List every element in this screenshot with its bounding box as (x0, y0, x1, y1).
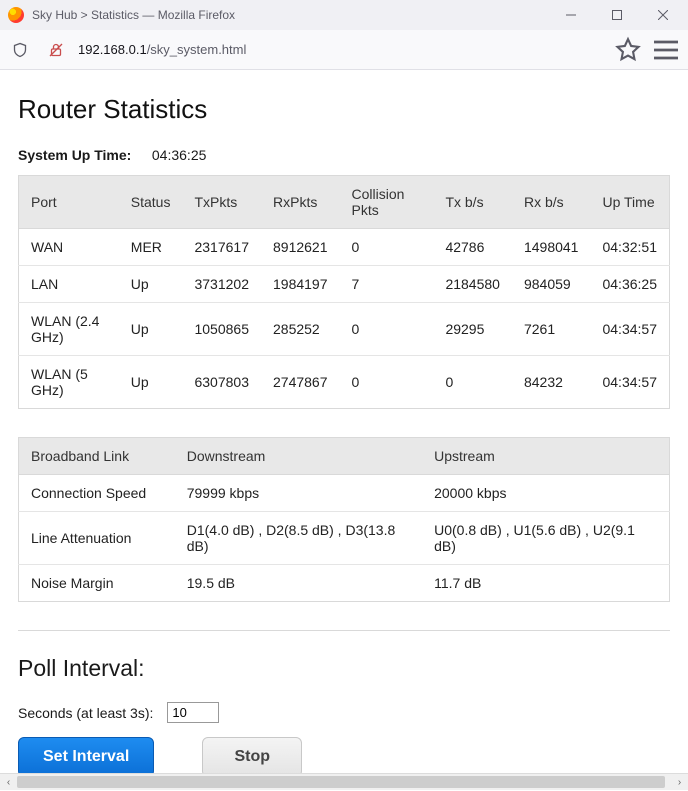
table-cell: Up (119, 266, 183, 303)
table-cell: Connection Speed (19, 475, 175, 512)
scroll-right-arrow[interactable]: › (671, 774, 688, 791)
scroll-thumb[interactable] (17, 776, 665, 788)
table-cell: Up (119, 303, 183, 356)
url-bar[interactable]: 192.168.0.1/sky_system.html (78, 34, 606, 66)
col-txpkts: TxPkts (182, 176, 261, 229)
table-cell: 11.7 dB (422, 565, 669, 602)
browser-toolbar: 192.168.0.1/sky_system.html (0, 30, 688, 70)
table-cell: Up (119, 356, 183, 409)
col-bblink: Broadband Link (19, 438, 175, 475)
table-row: WLAN (5 GHz)Up63078032747867008423204:34… (19, 356, 670, 409)
table-cell: 29295 (433, 303, 512, 356)
minimize-button[interactable] (548, 0, 594, 30)
lock-slash-icon[interactable] (42, 36, 70, 64)
divider (18, 630, 670, 631)
table-cell: Line Attenuation (19, 512, 175, 565)
table-row: Connection Speed79999 kbps20000 kbps (19, 475, 670, 512)
table-row: WLAN (2.4 GHz)Up105086528525202929572610… (19, 303, 670, 356)
table-cell: 7261 (512, 303, 591, 356)
scroll-track[interactable] (17, 774, 671, 790)
table-cell: 7 (340, 266, 434, 303)
page-title: Router Statistics (18, 94, 670, 125)
table-cell: 8912621 (261, 229, 340, 266)
table-cell: 20000 kbps (422, 475, 669, 512)
col-rxbs: Rx b/s (512, 176, 591, 229)
uptime-label: System Up Time: (18, 147, 148, 163)
table-cell: Noise Margin (19, 565, 175, 602)
table-cell: 2184580 (433, 266, 512, 303)
stop-button[interactable]: Stop (202, 737, 302, 773)
table-cell: 04:34:57 (590, 356, 669, 409)
poll-interval-input[interactable] (167, 702, 219, 723)
col-port: Port (19, 176, 119, 229)
maximize-button[interactable] (594, 0, 640, 30)
table-cell: 04:34:57 (590, 303, 669, 356)
page-viewport: Router Statistics System Up Time: 04:36:… (0, 70, 688, 773)
bookmark-star-icon[interactable] (614, 36, 642, 64)
table-cell: 6307803 (182, 356, 261, 409)
col-status: Status (119, 176, 183, 229)
table-cell: D1(4.0 dB) , D2(8.5 dB) , D3(13.8 dB) (175, 512, 422, 565)
table-row: LANUp373120219841977218458098405904:36:2… (19, 266, 670, 303)
col-collision: Collision Pkts (340, 176, 434, 229)
broadband-link-table: Broadband Link Downstream Upstream Conne… (18, 437, 670, 602)
table-cell: LAN (19, 266, 119, 303)
table-cell: 19.5 dB (175, 565, 422, 602)
table-header-row: Broadband Link Downstream Upstream (19, 438, 670, 475)
poll-interval-heading: Poll Interval: (18, 655, 670, 682)
col-rxpkts: RxPkts (261, 176, 340, 229)
table-cell: 04:32:51 (590, 229, 669, 266)
table-row: Line AttenuationD1(4.0 dB) , D2(8.5 dB) … (19, 512, 670, 565)
port-stats-table: Port Status TxPkts RxPkts Collision Pkts… (18, 175, 670, 409)
table-cell: 3731202 (182, 266, 261, 303)
table-cell: 0 (340, 303, 434, 356)
table-cell: U0(0.8 dB) , U1(5.6 dB) , U2(9.1 dB) (422, 512, 669, 565)
table-cell: 42786 (433, 229, 512, 266)
table-cell: WAN (19, 229, 119, 266)
table-cell: MER (119, 229, 183, 266)
system-uptime-row: System Up Time: 04:36:25 (18, 147, 670, 163)
window-title: Sky Hub > Statistics — Mozilla Firefox (32, 8, 235, 22)
uptime-value: 04:36:25 (152, 147, 207, 163)
horizontal-scrollbar[interactable]: ‹ › (0, 773, 688, 790)
table-cell: 2747867 (261, 356, 340, 409)
col-uptime: Up Time (590, 176, 669, 229)
col-txbs: Tx b/s (433, 176, 512, 229)
table-cell: 0 (340, 356, 434, 409)
table-cell: 1984197 (261, 266, 340, 303)
table-cell: 1050865 (182, 303, 261, 356)
table-cell: WLAN (5 GHz) (19, 356, 119, 409)
scroll-left-arrow[interactable]: ‹ (0, 774, 17, 791)
firefox-icon (8, 7, 24, 23)
menu-button[interactable] (650, 36, 682, 64)
table-row: Noise Margin19.5 dB11.7 dB (19, 565, 670, 602)
table-cell: 285252 (261, 303, 340, 356)
table-header-row: Port Status TxPkts RxPkts Collision Pkts… (19, 176, 670, 229)
col-downstream: Downstream (175, 438, 422, 475)
url-domain: 192.168.0.1 (78, 42, 147, 57)
table-cell: WLAN (2.4 GHz) (19, 303, 119, 356)
poll-interval-row: Seconds (at least 3s): (18, 702, 670, 723)
table-cell: 0 (433, 356, 512, 409)
close-button[interactable] (640, 0, 686, 30)
poll-interval-label: Seconds (at least 3s): (18, 705, 153, 721)
set-interval-button[interactable]: Set Interval (18, 737, 154, 773)
table-row: WANMER23176178912621042786149804104:32:5… (19, 229, 670, 266)
table-cell: 984059 (512, 266, 591, 303)
table-cell: 0 (340, 229, 434, 266)
window-titlebar: Sky Hub > Statistics — Mozilla Firefox (0, 0, 688, 30)
table-cell: 2317617 (182, 229, 261, 266)
shield-icon[interactable] (6, 36, 34, 64)
table-cell: 04:36:25 (590, 266, 669, 303)
table-cell: 84232 (512, 356, 591, 409)
url-path: /sky_system.html (147, 42, 247, 57)
table-cell: 79999 kbps (175, 475, 422, 512)
col-upstream: Upstream (422, 438, 669, 475)
table-cell: 1498041 (512, 229, 591, 266)
